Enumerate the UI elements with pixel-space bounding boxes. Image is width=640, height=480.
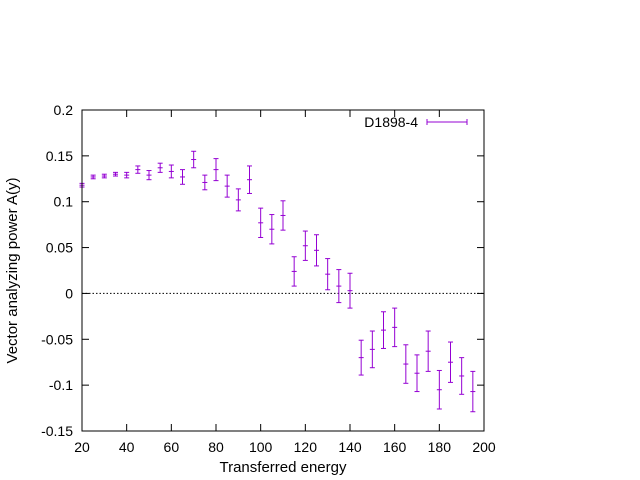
data-point (336, 269, 342, 304)
data-point (302, 230, 308, 261)
y-tick-label: -0.05 (41, 331, 73, 347)
legend: D1898-4 (364, 114, 468, 130)
x-tick-label: 200 (472, 439, 496, 455)
data-point (280, 200, 286, 231)
data-point (314, 234, 319, 267)
series-group (79, 150, 476, 413)
data-point (157, 162, 163, 173)
data-point (436, 369, 442, 410)
data-point (146, 170, 152, 181)
data-point (90, 174, 96, 180)
y-tick-label: 0.05 (46, 240, 73, 256)
x-tick-label: 80 (208, 439, 224, 455)
y-tick-label: 0.2 (54, 102, 74, 118)
data-point (291, 256, 297, 287)
data-point (369, 330, 375, 369)
data-point (191, 150, 197, 169)
x-tick-label: 20 (74, 439, 90, 455)
y-tick-label: -0.1 (49, 377, 73, 393)
data-point (448, 341, 453, 383)
y-axis-title: Vector analyzing power A(y) (4, 178, 21, 364)
legend-label: D1898-4 (364, 114, 418, 130)
data-point (269, 214, 275, 245)
data-point (124, 171, 130, 179)
data-point (113, 171, 118, 177)
data-point (347, 272, 353, 309)
data-point (202, 174, 208, 191)
plot-frame (81, 109, 485, 432)
x-tick-label: 180 (428, 439, 452, 455)
y-tick-label: -0.15 (41, 423, 73, 439)
x-tick-label: 40 (119, 439, 135, 455)
data-point (247, 165, 252, 194)
data-point (168, 164, 174, 179)
data-point (358, 339, 364, 376)
x-tick-label: 100 (249, 439, 273, 455)
data-point (470, 370, 476, 413)
x-axis-title: Transferred energy (219, 459, 347, 476)
data-point (459, 357, 465, 395)
x-tick-label: 160 (383, 439, 407, 455)
data-point (235, 188, 241, 212)
data-point (101, 173, 107, 179)
x-tick-label: 60 (164, 439, 180, 455)
y-tick-label: 0 (65, 285, 73, 301)
data-point (135, 165, 141, 174)
y-tick-label: 0.1 (54, 194, 74, 210)
data-point (325, 258, 331, 291)
data-point (381, 311, 386, 349)
x-axis-ticks: 20 40 60 80 100 120 140 160 180 200 (74, 110, 496, 455)
data-point (258, 207, 264, 238)
data-point (403, 344, 409, 384)
data-point (213, 158, 219, 182)
y-axis-ticks: -0.15 -0.1 -0.05 0 0.05 0.1 0.15 0.2 (41, 102, 484, 439)
data-point (224, 174, 230, 198)
data-point (392, 307, 398, 348)
data-point (414, 354, 420, 393)
legend-errorbar-sample (426, 119, 468, 125)
x-tick-label: 140 (338, 439, 362, 455)
x-tick-label: 120 (294, 439, 318, 455)
data-point (180, 169, 185, 185)
y-tick-label: 0.15 (46, 148, 73, 164)
data-point (425, 330, 431, 372)
